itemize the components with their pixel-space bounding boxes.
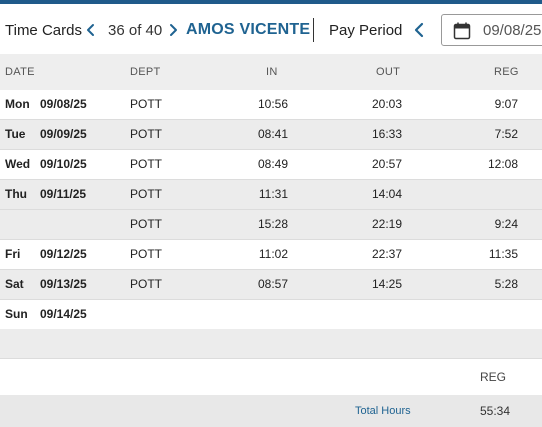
row-dept: POTT [130, 217, 162, 231]
row-dept: POTT [130, 97, 162, 111]
table-row[interactable]: Tue 09/09/25 POTT 08:41 16:33 7:52 [0, 120, 542, 150]
row-reg: 5:28 [494, 277, 518, 291]
row-reg: 7:52 [494, 127, 518, 141]
pay-period-date-value: 09/08/25 [483, 22, 542, 39]
row-out: 22:19 [371, 217, 402, 231]
row-date: 09/11/25 [40, 187, 87, 201]
column-header-row: DATE DEPT IN OUT REG [0, 54, 542, 90]
table-row[interactable]: POTT 15:28 22:19 9:24 [0, 210, 542, 240]
employee-name-link[interactable]: AMOS VICENTE [186, 21, 311, 38]
row-day: Fri [5, 247, 21, 261]
row-reg: 9:24 [494, 217, 518, 231]
row-date: 09/12/25 [40, 247, 87, 261]
row-in: 08:41 [257, 127, 288, 141]
row-day: Tue [5, 127, 26, 141]
pay-period-label: Pay Period [329, 22, 403, 39]
column-header-out: OUT [376, 66, 401, 78]
table-row[interactable]: Sun 09/14/25 [0, 300, 542, 330]
row-day: Mon [5, 97, 30, 111]
table-row[interactable]: Mon 09/08/25 POTT 10:56 20:03 9:07 [0, 90, 542, 120]
column-header-in: IN [266, 66, 278, 78]
row-in: 11:31 [258, 187, 288, 201]
row-dept: POTT [130, 187, 162, 201]
top-accent-bar [0, 0, 542, 4]
row-reg: 12:08 [487, 157, 518, 171]
row-date: 09/08/25 [40, 97, 87, 111]
calendar-icon[interactable] [453, 22, 471, 40]
pay-period-date-picker[interactable]: 09/08/25 [441, 14, 542, 46]
previous-pay-period-button[interactable] [413, 21, 427, 39]
row-reg: 11:35 [488, 247, 518, 261]
row-out: 14:25 [371, 277, 402, 291]
row-day: Sun [5, 307, 28, 321]
row-in: 08:49 [257, 157, 288, 171]
column-header-date: DATE [5, 66, 35, 78]
table-row[interactable]: Thu 09/11/25 POTT 11:31 14:04 [0, 180, 542, 210]
row-day: Wed [5, 157, 31, 171]
row-date: 09/13/25 [40, 277, 87, 291]
row-in: 11:02 [258, 247, 288, 261]
chevron-left-icon [414, 22, 424, 38]
page-title: Time Cards [5, 22, 82, 39]
row-in: 15:28 [257, 217, 288, 231]
row-date: 09/14/25 [40, 307, 87, 321]
row-day: Sat [5, 277, 24, 291]
row-dept: POTT [130, 157, 162, 171]
table-row[interactable]: Fri 09/12/25 POTT 11:02 22:37 11:35 [0, 240, 542, 270]
table-row[interactable]: Sat 09/13/25 POTT 08:57 14:25 5:28 [0, 270, 542, 300]
chevron-right-icon [170, 24, 177, 36]
row-out: 22:37 [371, 247, 402, 261]
record-position: 36 of 40 [108, 22, 163, 39]
row-in: 10:56 [257, 97, 288, 111]
row-in: 08:57 [257, 277, 288, 291]
row-out: 20:03 [371, 97, 402, 111]
next-record-button[interactable] [166, 21, 180, 39]
row-date: 09/10/25 [40, 157, 87, 171]
row-day: Thu [5, 187, 27, 201]
total-hours-value: 55:34 [479, 404, 510, 418]
row-dept: POTT [130, 277, 162, 291]
table-row[interactable]: Wed 09/10/25 POTT 08:49 20:57 12:08 [0, 150, 542, 180]
time-card-header: Time Cards 36 of 40 AMOS VICENTE Pay Per… [0, 4, 542, 54]
row-out: 20:57 [371, 157, 402, 171]
row-dept: POTT [130, 127, 162, 141]
table-spacer-row [0, 329, 542, 359]
previous-record-button[interactable] [84, 21, 98, 39]
summary-total-row: Total Hours 55:34 [0, 395, 542, 427]
row-reg: 9:07 [494, 97, 518, 111]
row-out: 14:04 [371, 187, 402, 201]
column-header-dept: DEPT [130, 66, 161, 78]
total-hours-label: Total Hours [355, 405, 411, 417]
summary-header-reg: REG [479, 370, 506, 384]
row-date: 09/09/25 [40, 127, 87, 141]
column-header-reg: REG [494, 66, 519, 78]
summary-header-row: REG [0, 359, 542, 395]
row-dept: POTT [130, 247, 162, 261]
row-out: 16:33 [371, 127, 402, 141]
header-divider [313, 18, 314, 42]
chevron-left-icon [87, 24, 94, 36]
